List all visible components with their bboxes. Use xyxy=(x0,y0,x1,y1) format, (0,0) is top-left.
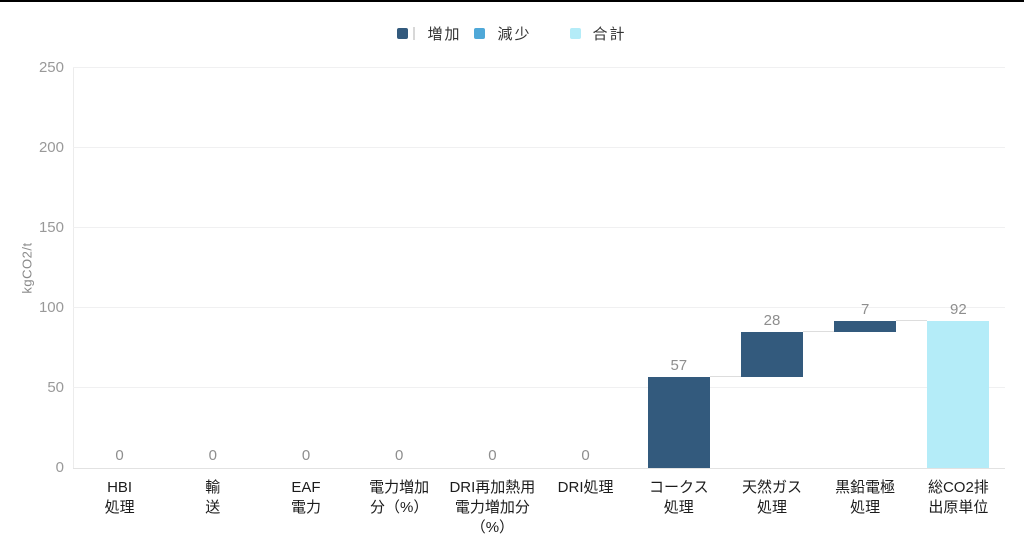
y-tick-label: 100 xyxy=(38,299,64,316)
waterfall-bar[interactable] xyxy=(647,376,710,468)
bar-value-label: 57 xyxy=(670,356,688,374)
legend-divider xyxy=(413,26,416,40)
x-axis-label: 総CO2排 出原単位 xyxy=(927,479,989,516)
bar-value-label: 0 xyxy=(581,447,590,464)
x-axis-label: 電力増加 分（%） xyxy=(369,479,430,516)
x-axis-label: DRI処理 xyxy=(557,479,614,496)
waterfall-connector xyxy=(896,319,928,321)
gridline xyxy=(73,147,1005,148)
y-tick-label: 150 xyxy=(38,219,64,236)
x-axis-label: DRI再加熱用 電力増加分 （%） xyxy=(449,479,536,536)
gridline xyxy=(73,468,1005,469)
plot-area xyxy=(73,68,1006,468)
bar-value-label: 0 xyxy=(395,447,404,464)
bar-value-label: 0 xyxy=(301,447,311,464)
legend-swatch-increase-icon xyxy=(397,27,409,39)
x-axis-label: 輸 送 xyxy=(205,479,221,516)
waterfall-bar[interactable] xyxy=(834,320,897,332)
waterfall-bar[interactable] xyxy=(741,332,803,377)
legend-label-increase: 増加 xyxy=(427,25,462,43)
waterfall-bar[interactable] xyxy=(927,320,990,468)
legend-swatch-total-icon xyxy=(569,27,581,39)
bar-value-label: 0 xyxy=(488,447,497,464)
x-axis-label: 黒鉛電極 処理 xyxy=(835,479,896,516)
x-axis-label: コークス 処理 xyxy=(649,479,709,516)
bar-value-label: 0 xyxy=(208,447,217,464)
x-axis-label: 天然ガス 処理 xyxy=(741,479,802,516)
legend-label-decrease: 減少 xyxy=(497,25,532,43)
legend-item-decrease[interactable]: 減少 xyxy=(474,23,531,44)
gridline xyxy=(73,307,1005,308)
x-axis-label: HBI 処理 xyxy=(104,479,135,516)
waterfall-connector xyxy=(803,331,835,332)
legend-swatch-decrease-icon xyxy=(474,27,486,39)
y-axis-title: kgCO2/t xyxy=(19,242,35,294)
gridline xyxy=(73,227,1005,228)
legend: 増加 減少 合計 xyxy=(0,22,1024,44)
x-axis-label: EAF 電力 xyxy=(290,479,321,516)
legend-item-total[interactable]: 合計 xyxy=(569,23,627,44)
y-tick-label: 50 xyxy=(47,379,64,396)
y-tick-label: 0 xyxy=(55,459,64,476)
gridline xyxy=(73,67,1005,68)
bar-value-label: 7 xyxy=(861,300,870,318)
y-tick-label: 200 xyxy=(38,139,64,156)
legend-label-total: 合計 xyxy=(592,25,627,43)
bar-value-label: 0 xyxy=(115,447,124,464)
top-border-line xyxy=(0,0,1024,2)
legend-item-increase[interactable]: 増加 xyxy=(397,23,461,44)
y-tick-label: 250 xyxy=(38,59,64,76)
bar-value-label: 92 xyxy=(950,300,967,318)
waterfall-connector xyxy=(709,375,741,377)
bar-value-label: 28 xyxy=(763,312,781,329)
gridline xyxy=(73,387,1005,388)
